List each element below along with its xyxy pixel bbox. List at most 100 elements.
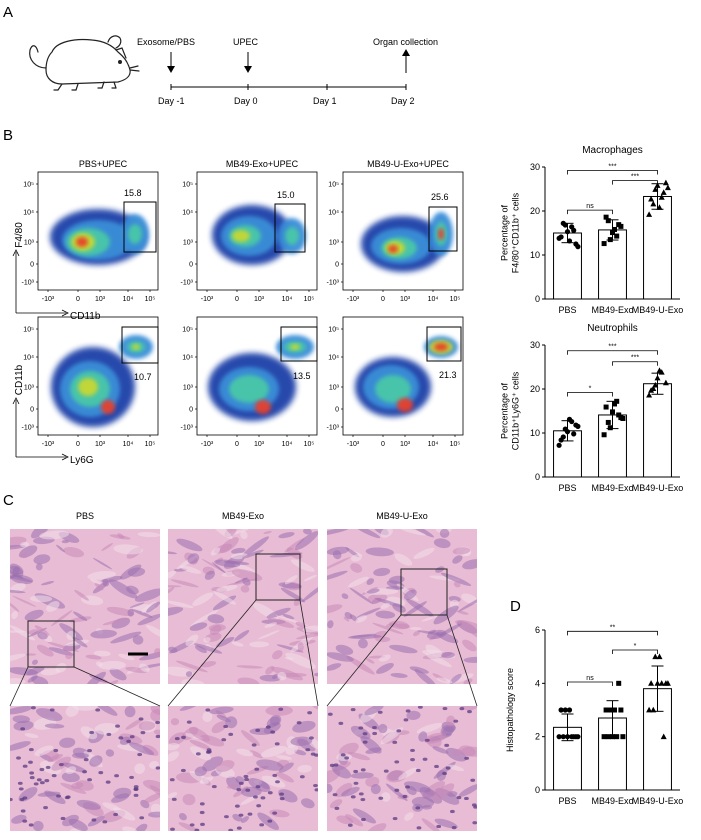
bar-ytick: 30 bbox=[530, 340, 540, 350]
flow-xtick: 10⁵ bbox=[450, 296, 461, 303]
data-point bbox=[610, 230, 615, 236]
data-point bbox=[620, 734, 626, 740]
flow-xtick: 10⁵ bbox=[450, 441, 461, 448]
flow-ytick: 10⁵ bbox=[182, 182, 193, 189]
flow-plot: 21.3 10⁵ 10⁴ 10³ 0 -10³ -10³ 0 10³ 10⁴ 10⁵ bbox=[327, 316, 464, 448]
histology-image bbox=[168, 529, 318, 684]
significance-bracket bbox=[567, 170, 658, 175]
flow-ytick: 0 bbox=[335, 262, 339, 269]
histology-image bbox=[168, 706, 318, 831]
gate-percentage: 25.6 bbox=[431, 192, 449, 202]
flow-xtick: 10⁴ bbox=[123, 296, 134, 303]
flow-ytick: 10⁵ bbox=[23, 182, 34, 189]
significance-label: ns bbox=[586, 203, 594, 210]
density-blob bbox=[229, 375, 269, 403]
flow-xtick: 10⁵ bbox=[145, 296, 156, 303]
flow-ytick: 10³ bbox=[183, 240, 194, 247]
density-blob bbox=[434, 343, 448, 351]
flow-column-title: PBS+UPEC bbox=[79, 159, 128, 169]
flow-xtick: 10³ bbox=[254, 296, 265, 303]
flow-row2-xlabel: Ly6G bbox=[70, 455, 94, 466]
flow-xtick: -10³ bbox=[347, 296, 360, 303]
day-label: Day 1 bbox=[313, 96, 337, 106]
bar-ylabel: CD11b⁺Ly6G⁺ cells bbox=[511, 371, 521, 450]
flow-ytick: -10³ bbox=[181, 280, 194, 287]
data-point bbox=[564, 229, 571, 235]
arrow-down-icon bbox=[167, 52, 175, 73]
flow-xtick: 0 bbox=[76, 441, 80, 448]
flow-xtick: 0 bbox=[76, 296, 80, 303]
density-blob bbox=[78, 378, 98, 396]
bar-ylabel: Percentage of bbox=[500, 382, 510, 439]
data-point bbox=[616, 412, 622, 418]
gate-box bbox=[274, 203, 306, 253]
significance-bracket bbox=[567, 209, 613, 215]
data-point bbox=[610, 734, 615, 740]
density-blob bbox=[255, 400, 271, 414]
data-point bbox=[646, 391, 653, 398]
event-label: Organ collection bbox=[373, 37, 438, 47]
bar-ytick: 4 bbox=[535, 678, 540, 688]
flow-ytick: -10³ bbox=[181, 425, 194, 432]
significance-label: *** bbox=[631, 174, 639, 181]
data-point bbox=[605, 734, 611, 740]
day-label: Day -1 bbox=[158, 96, 185, 106]
data-point bbox=[571, 734, 577, 740]
data-point bbox=[652, 653, 659, 660]
data-point bbox=[558, 234, 564, 240]
density-blob bbox=[128, 224, 142, 244]
mouse-illustration bbox=[29, 35, 140, 91]
data-point bbox=[575, 423, 581, 429]
bar bbox=[643, 195, 672, 300]
data-point bbox=[562, 222, 568, 228]
panel-label-c: C bbox=[3, 492, 14, 509]
data-point bbox=[575, 734, 581, 740]
data-point bbox=[566, 238, 573, 244]
flow-ytick: 10³ bbox=[329, 385, 340, 392]
data-point bbox=[605, 419, 611, 425]
axis-arrows bbox=[12, 249, 69, 461]
data-point bbox=[658, 680, 665, 686]
density-blob bbox=[285, 227, 299, 245]
day-label: Day 2 bbox=[391, 96, 415, 106]
significance-label: ns bbox=[586, 675, 594, 682]
bar-category-label: PBS bbox=[558, 796, 576, 806]
flow-ytick: 0 bbox=[30, 262, 34, 269]
data-point bbox=[650, 200, 657, 207]
density-blob bbox=[232, 230, 250, 242]
flow-xtick: 0 bbox=[235, 296, 239, 303]
data-point bbox=[664, 680, 671, 686]
significance-bracket bbox=[612, 361, 658, 366]
flow-xtick: 10⁵ bbox=[145, 441, 156, 448]
significance-bracket bbox=[612, 180, 658, 185]
significance-label: ** bbox=[610, 624, 616, 631]
histology-image bbox=[10, 529, 160, 684]
bar-category-label: PBS bbox=[558, 305, 576, 315]
data-point bbox=[650, 706, 657, 713]
significance-label: * bbox=[589, 386, 592, 393]
bar-ylabel: Histopathology score bbox=[505, 668, 515, 752]
arrow-up-icon bbox=[402, 49, 410, 73]
data-point bbox=[614, 398, 620, 404]
data-point bbox=[564, 734, 571, 740]
flow-ytick: 10³ bbox=[183, 385, 194, 392]
event-label: Exosome/PBS bbox=[137, 37, 195, 47]
bar-ytick: 10 bbox=[530, 250, 540, 260]
flow-ytick: 10⁴ bbox=[328, 355, 339, 362]
bar-category-label: MB49-U-Exo bbox=[632, 483, 684, 493]
significance-bracket bbox=[567, 681, 613, 686]
data-point bbox=[654, 182, 661, 188]
bar-category-label: MB49-Exo bbox=[591, 796, 633, 806]
flow-ytick: 0 bbox=[335, 407, 339, 414]
timeline: Exosome/PBS UPEC Organ collection Day -1… bbox=[137, 37, 438, 106]
data-point bbox=[660, 733, 667, 740]
flow-ytick: 10⁵ bbox=[23, 327, 34, 334]
data-point bbox=[652, 381, 659, 388]
data-point bbox=[566, 416, 573, 422]
flow-xtick: 10³ bbox=[254, 441, 265, 448]
flow-plot: 15.8 10⁵ 10⁴ 10³ 0 -10³ -10³ 0 10³ 10⁴ 10⁵ bbox=[22, 171, 159, 303]
data-point bbox=[614, 734, 620, 740]
bar-chart-neutrophils: 0 10 20 30 Neutrophils Percentage of CD11b⁺Ly6… bbox=[500, 323, 684, 493]
data-point bbox=[562, 426, 568, 432]
data-point bbox=[648, 387, 655, 393]
